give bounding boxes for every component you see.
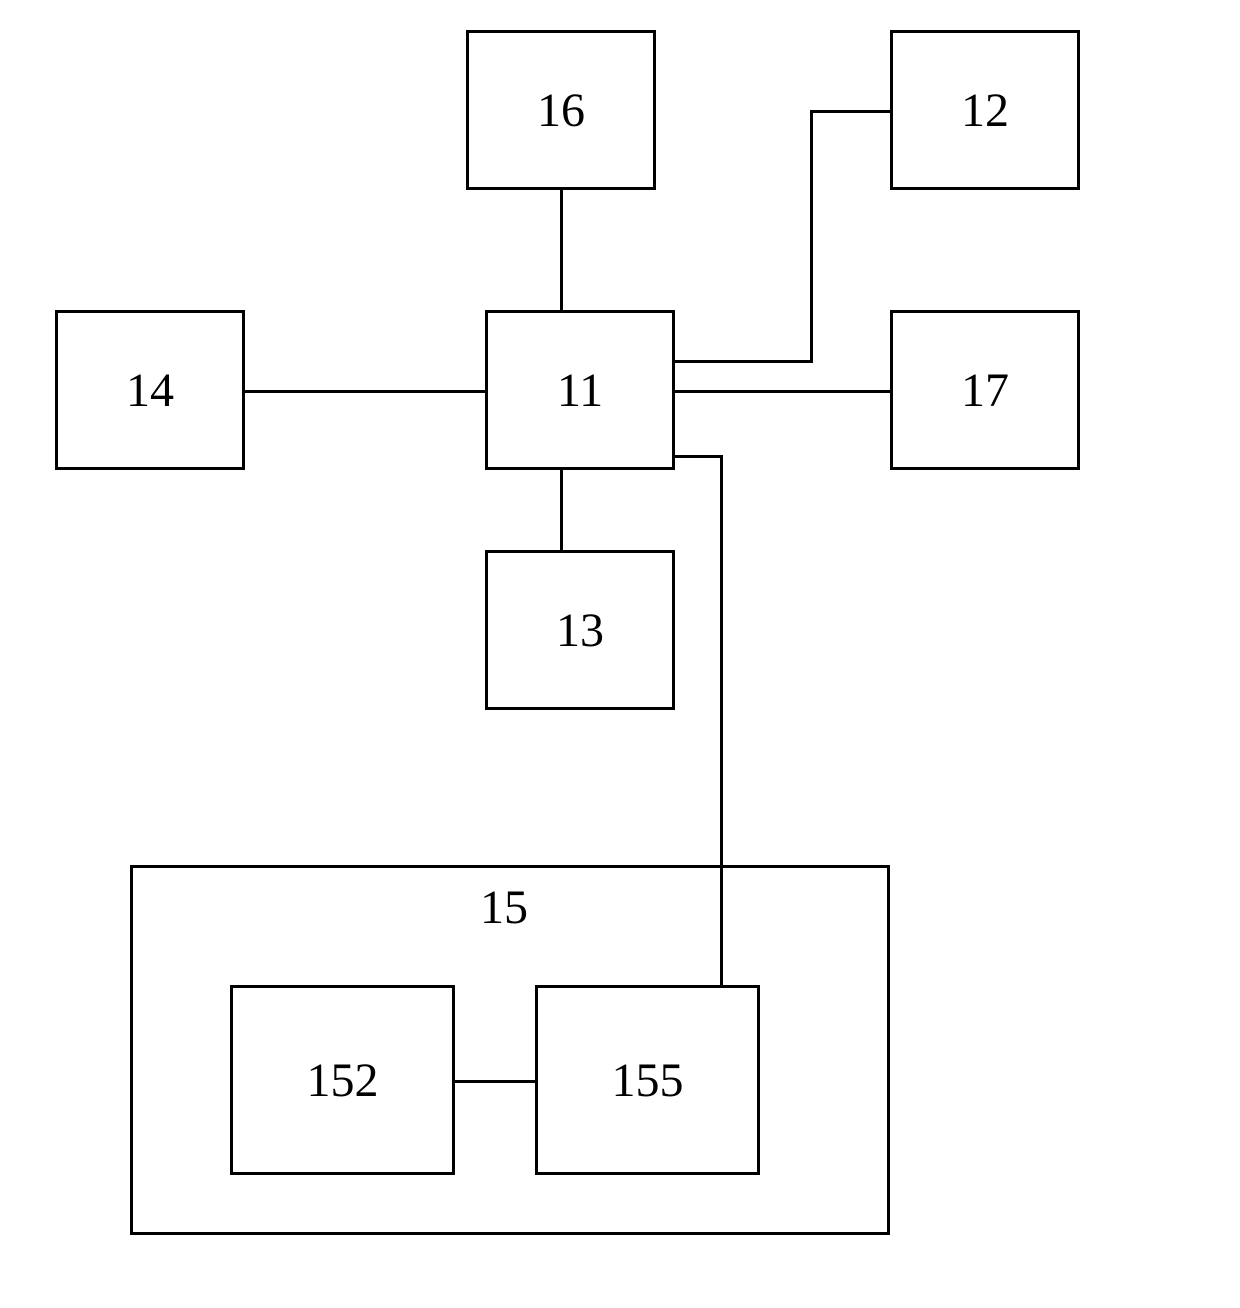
node-16-label: 16 [537,83,585,138]
node-12-label: 12 [961,83,1009,138]
container-15-label: 15 [480,880,528,935]
node-14: 14 [55,310,245,470]
node-17: 17 [890,310,1080,470]
node-152-label: 152 [307,1053,379,1108]
node-14-label: 14 [126,363,174,418]
edge-11-17 [675,390,890,393]
node-152: 152 [230,985,455,1175]
node-13-label: 13 [556,603,604,658]
edge-12-11-h1 [810,110,890,113]
node-155-label: 155 [612,1053,684,1108]
edge-12-11-v [810,110,813,360]
node-17-label: 17 [961,363,1009,418]
edge-12-11-h2 [675,360,813,363]
node-16: 16 [466,30,656,190]
edge-11-13 [560,470,563,550]
edge-11-155-v [720,455,723,985]
node-12: 12 [890,30,1080,190]
edge-11-155-h [675,455,723,458]
node-155: 155 [535,985,760,1175]
edge-14-11 [245,390,485,393]
edge-152-155 [455,1080,535,1083]
node-11: 11 [485,310,675,470]
edge-16-11 [560,190,563,310]
node-13: 13 [485,550,675,710]
node-11-label: 11 [557,363,603,418]
